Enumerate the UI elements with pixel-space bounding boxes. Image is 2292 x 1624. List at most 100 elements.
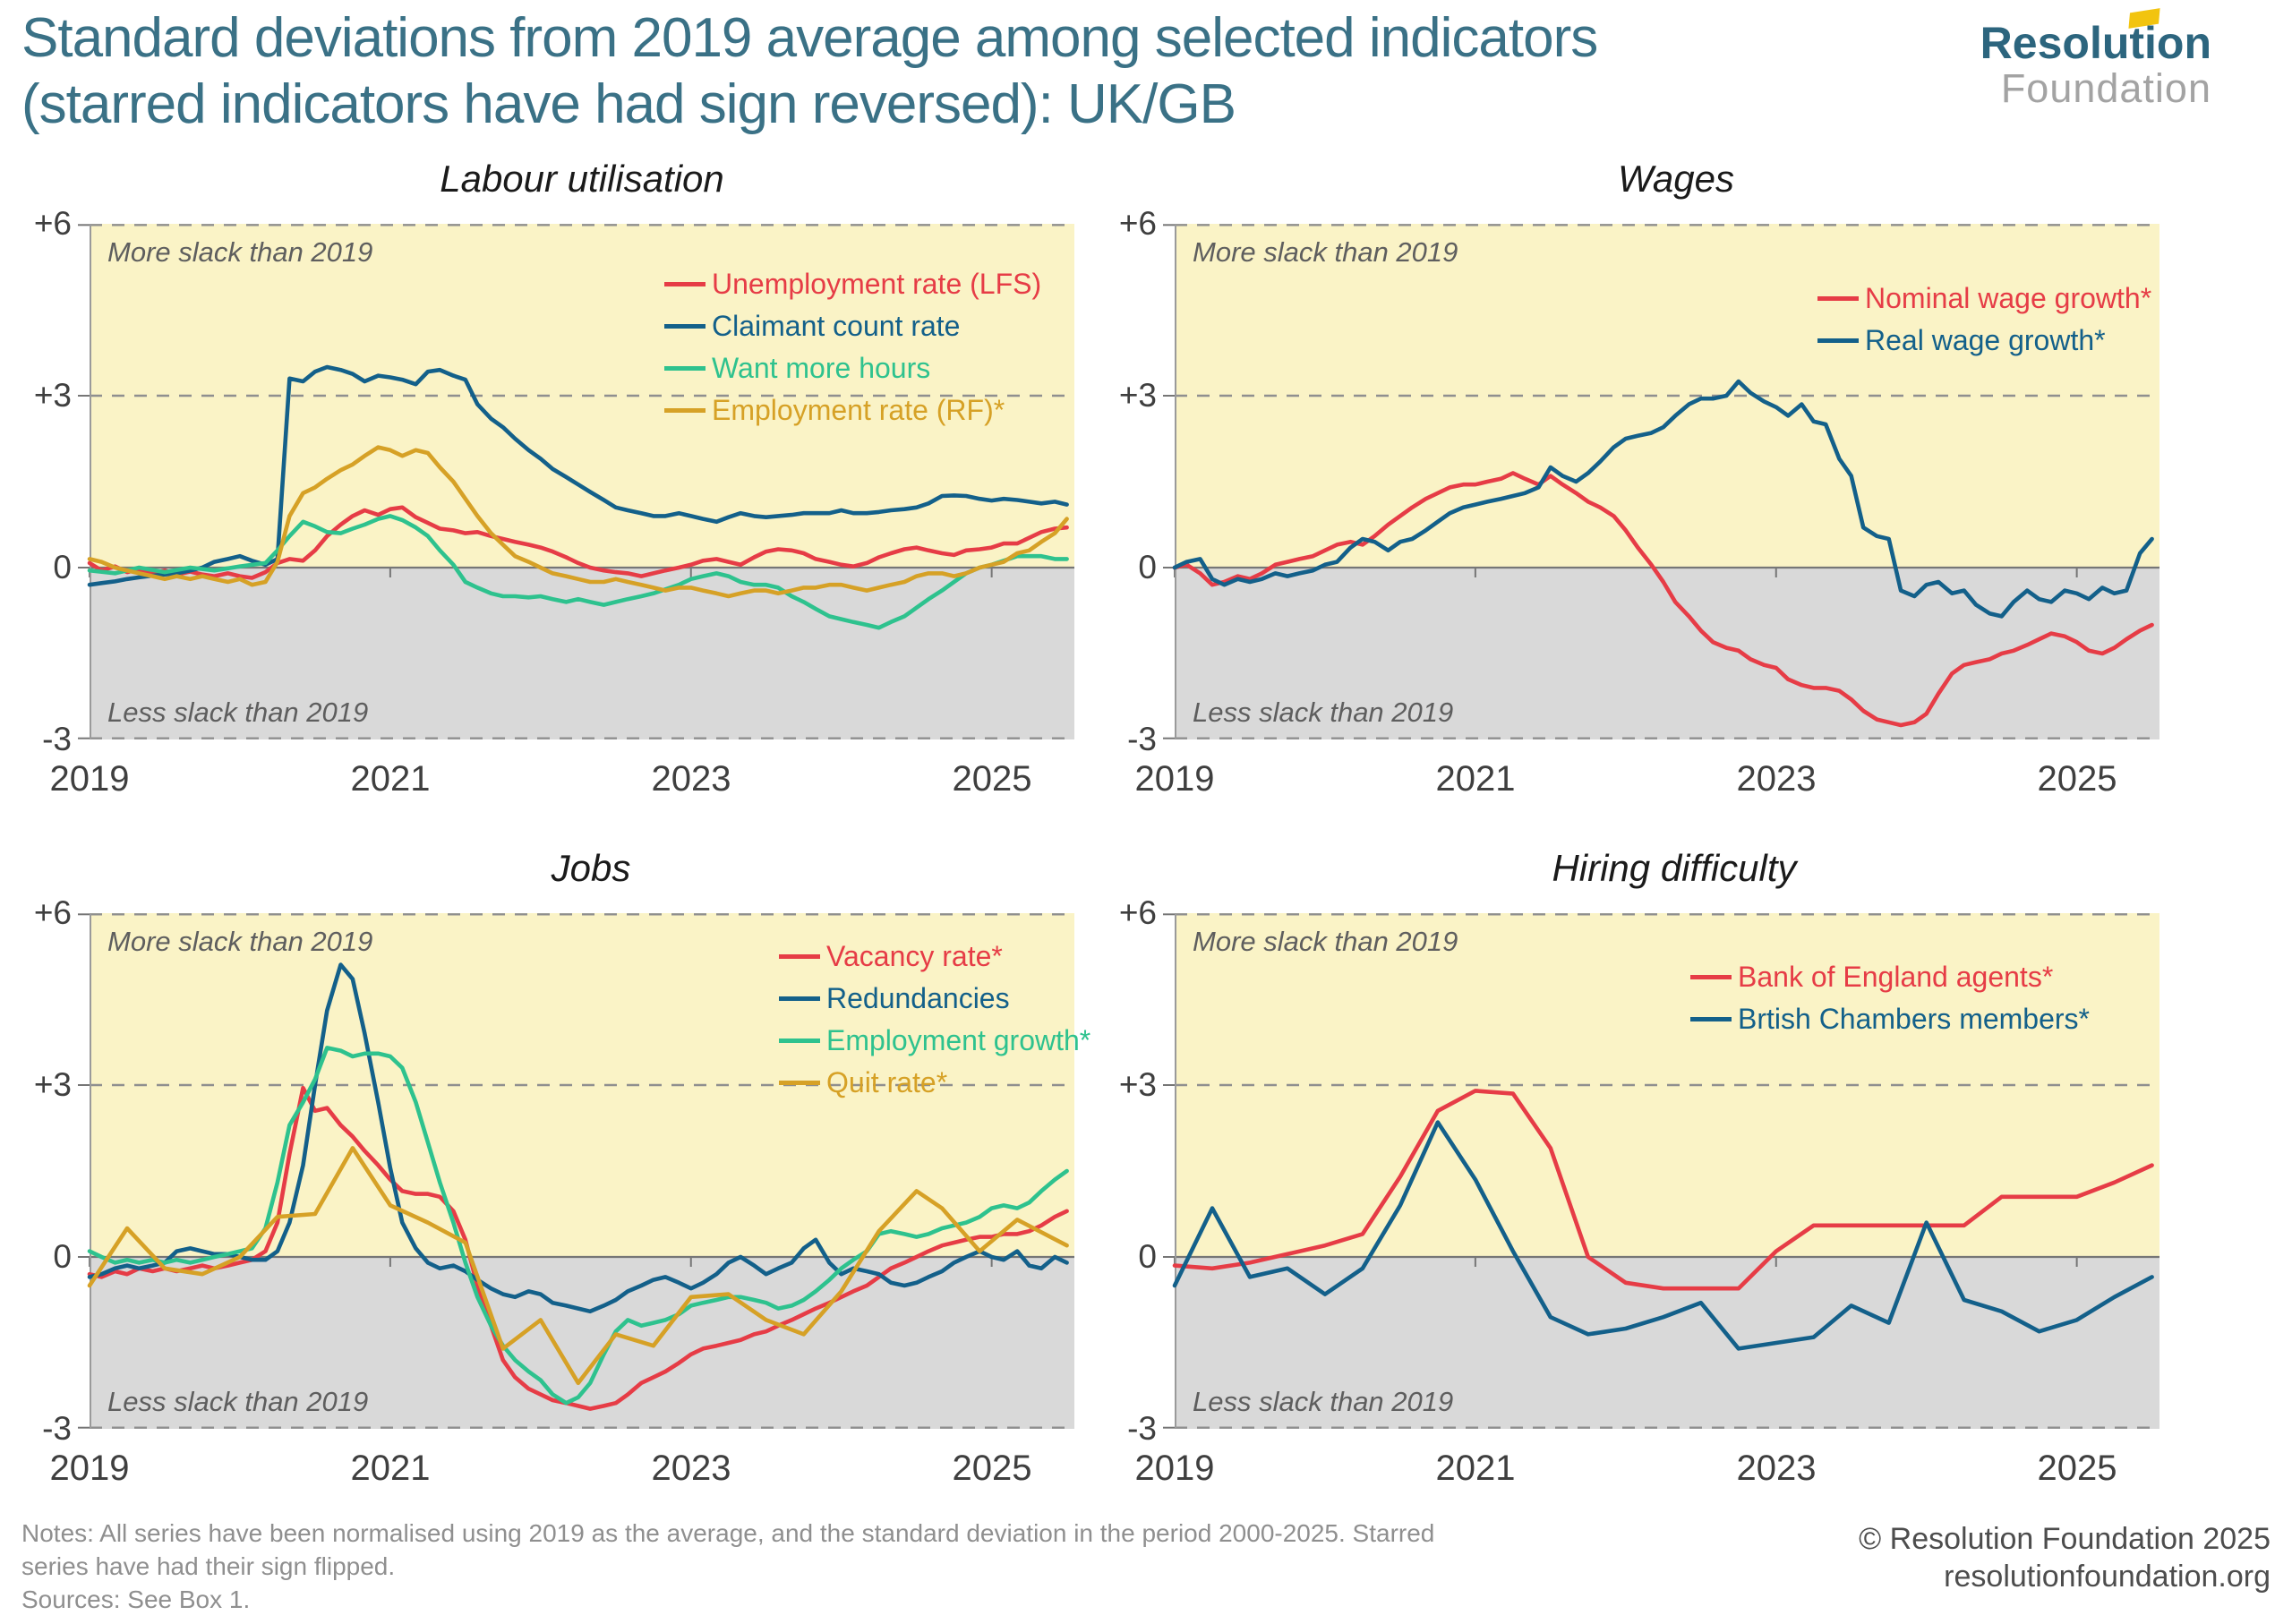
line-bank-of-england-agents bbox=[1172, 1089, 2154, 1291]
panel-title-wages: Wages bbox=[1618, 158, 1734, 200]
plot-jobs: +6 +3 0 -3 2019 2021 2023 2025 More slac… bbox=[34, 894, 1090, 1488]
annotation-less-slack: Less slack than 2019 bbox=[107, 697, 369, 728]
x-tick-label: 2023 bbox=[1736, 1449, 1817, 1488]
line-claimant-count-rate bbox=[87, 364, 1069, 587]
line-nominal-wage-growth bbox=[1172, 471, 2154, 728]
line-employment-growth bbox=[87, 1046, 1069, 1406]
chart-canvas-jobs bbox=[78, 913, 1074, 1429]
x-tick-label: 2019 bbox=[1134, 1449, 1215, 1488]
x-tick-label: 2019 bbox=[49, 1449, 130, 1488]
y-tick-label: +3 bbox=[33, 1066, 72, 1103]
y-tick-label: +6 bbox=[1118, 205, 1157, 242]
y-tick-label: -3 bbox=[42, 721, 72, 757]
legend-label: Redundancies bbox=[826, 982, 1010, 1014]
legend-label: Nominal wage growth* bbox=[1865, 282, 2152, 314]
legend-item-employment-growth: Employment growth* bbox=[779, 1020, 1090, 1062]
line-unemployment-rate-lfs bbox=[87, 505, 1069, 580]
legend-item-claimant-count-rate: Claimant count rate bbox=[664, 305, 1041, 347]
legend-label: Vacancy rate* bbox=[826, 940, 1003, 972]
legend-label: Brtish Chambers members* bbox=[1738, 1003, 2090, 1035]
legend-item-want-more-hours: Want more hours bbox=[664, 347, 1041, 389]
y-tick-label: -3 bbox=[1127, 721, 1157, 757]
legend-labour-utilisation: Unemployment rate (LFS) Claimant count ra… bbox=[664, 263, 1041, 432]
x-tick-label: 2025 bbox=[2037, 759, 2117, 799]
y-tick-label: +3 bbox=[1118, 1066, 1157, 1103]
legend-label: Want more hours bbox=[712, 352, 931, 384]
logo-wordmark: Resolution bbox=[1980, 8, 2211, 68]
legend-swatch-icon bbox=[1690, 975, 1732, 979]
y-tick-label: -3 bbox=[42, 1410, 72, 1447]
copyright-line2: resolutionfoundation.org bbox=[1944, 1560, 2271, 1594]
notes-line2: series have had their sign flipped. bbox=[21, 1552, 396, 1580]
legend-swatch-icon bbox=[664, 408, 706, 413]
chart-canvas-wages bbox=[1163, 224, 2159, 739]
legend-item-unemployment-rate-lfs: Unemployment rate (LFS) bbox=[664, 263, 1041, 305]
resolution-foundation-logo: Resolution Foundation bbox=[1980, 8, 2211, 111]
plot-labour-utilisation: +6 +3 0 -3 2019 2021 2023 2025 More slac… bbox=[34, 205, 1074, 799]
chart-canvas-labour-utilisation bbox=[78, 224, 1074, 739]
legend-label: Real wage growth* bbox=[1865, 324, 2106, 356]
x-tick-label: 2019 bbox=[1134, 759, 1215, 799]
legend-label: Unemployment rate (LFS) bbox=[712, 268, 1042, 300]
x-tick-label: 2021 bbox=[1435, 1449, 1516, 1488]
x-tick-label: 2021 bbox=[1435, 759, 1516, 799]
y-tick-label: +3 bbox=[1118, 377, 1157, 414]
y-tick-label: +6 bbox=[33, 205, 72, 242]
legend-swatch-icon bbox=[779, 1081, 820, 1085]
legend-item-nominal-wage-growth: Nominal wage growth* bbox=[1817, 278, 2151, 320]
chart-canvas-hiring-difficulty bbox=[1163, 913, 2159, 1429]
annotation-more-slack: More slack than 2019 bbox=[1193, 236, 1458, 268]
plot-wages: +6 +3 0 -3 2019 2021 2023 2025 More slac… bbox=[1119, 205, 2159, 799]
legend-label: Claimant count rate bbox=[712, 310, 961, 342]
legend-swatch-icon bbox=[779, 1039, 820, 1043]
legend-swatch-icon bbox=[664, 366, 706, 371]
line-british-chambers-members bbox=[1172, 1120, 2154, 1351]
x-tick-label: 2019 bbox=[49, 759, 130, 799]
y-tick-label: 0 bbox=[1138, 549, 1157, 585]
sources-line: Sources: See Box 1. bbox=[21, 1586, 251, 1613]
panel-title-jobs: Jobs bbox=[551, 847, 631, 889]
legend-wages: Nominal wage growth* Real wage growth* bbox=[1817, 278, 2151, 362]
plot-hiring-difficulty: +6 +3 0 -3 2019 2021 2023 2025 More slac… bbox=[1119, 894, 2159, 1488]
annotation-more-slack: More slack than 2019 bbox=[107, 236, 373, 268]
legend-label: Employment growth* bbox=[826, 1024, 1091, 1056]
legend-swatch-icon bbox=[1817, 296, 1859, 301]
legend-swatch-icon bbox=[664, 324, 706, 329]
annotation-less-slack: Less slack than 2019 bbox=[1193, 697, 1454, 728]
legend-swatch-icon bbox=[779, 954, 820, 959]
legend-item-real-wage-growth: Real wage growth* bbox=[1817, 320, 2151, 362]
page-title: Standard deviations from 2019 average am… bbox=[21, 5, 1598, 138]
annotation-less-slack: Less slack than 2019 bbox=[1193, 1386, 1454, 1417]
x-tick-label: 2021 bbox=[350, 1449, 431, 1488]
legend-swatch-icon bbox=[779, 996, 820, 1001]
y-tick-label: +3 bbox=[33, 377, 72, 414]
notes-line1: Notes: All series have been normalised u… bbox=[21, 1519, 1435, 1547]
legend-hiring-difficulty: Bank of England agents* Brtish Chambers m… bbox=[1690, 956, 2090, 1040]
line-redundancies bbox=[87, 962, 1069, 1314]
line-quit-rate bbox=[87, 1146, 1069, 1386]
annotation-less-slack: Less slack than 2019 bbox=[107, 1386, 369, 1417]
legend-label: Bank of England agents* bbox=[1738, 961, 2054, 993]
legend-label: Quit rate* bbox=[826, 1066, 948, 1098]
legend-item-bank-of-england-agents: Bank of England agents* bbox=[1690, 956, 2090, 998]
annotation-more-slack: More slack than 2019 bbox=[1193, 926, 1458, 957]
copyright: © Resolution Foundation 2025 resolutionf… bbox=[1859, 1520, 2271, 1595]
logo-text-resolution: Resolution bbox=[1980, 18, 2211, 68]
legend-swatch-icon bbox=[1690, 1017, 1732, 1021]
legend-swatch-icon bbox=[1817, 338, 1859, 343]
y-tick-label: 0 bbox=[53, 549, 72, 585]
line-real-wage-growth bbox=[1172, 379, 2154, 619]
x-tick-label: 2023 bbox=[651, 1449, 731, 1488]
footnotes: Notes: All series have been normalised u… bbox=[21, 1517, 1434, 1616]
line-employment-rate-rf bbox=[87, 445, 1069, 599]
x-tick-label: 2025 bbox=[952, 759, 1032, 799]
panel-title-labour-utilisation: Labour utilisation bbox=[440, 158, 724, 200]
line-want-more-hours bbox=[87, 514, 1069, 630]
legend-item-redundancies: Redundancies bbox=[779, 978, 1090, 1020]
y-tick-label: -3 bbox=[1127, 1410, 1157, 1447]
y-tick-label: +6 bbox=[1118, 894, 1157, 931]
legend-item-british-chambers-members: Brtish Chambers members* bbox=[1690, 998, 2090, 1040]
annotation-more-slack: More slack than 2019 bbox=[107, 926, 373, 957]
legend-jobs: Vacancy rate* Redundancies Employment grow… bbox=[779, 936, 1090, 1104]
